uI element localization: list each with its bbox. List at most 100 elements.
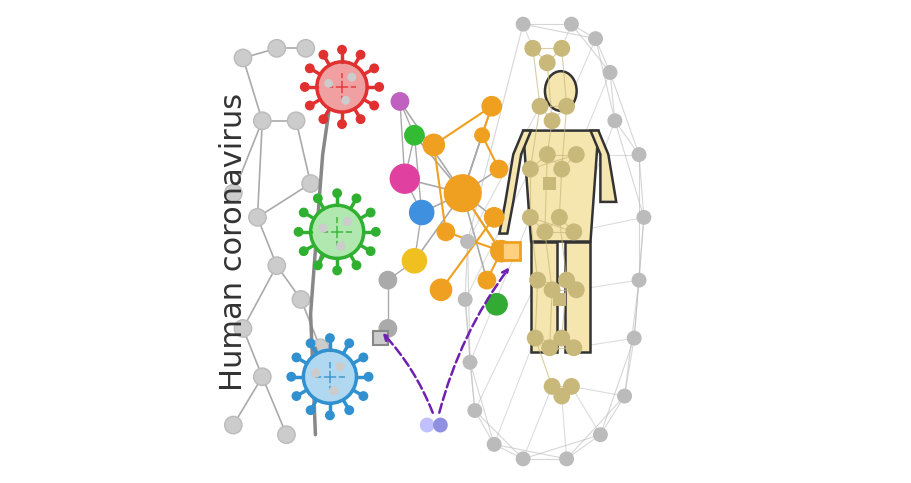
- Circle shape: [300, 247, 308, 256]
- Circle shape: [632, 148, 646, 161]
- Circle shape: [313, 194, 322, 202]
- Circle shape: [461, 235, 475, 248]
- FancyBboxPatch shape: [374, 331, 388, 345]
- Circle shape: [523, 161, 538, 177]
- Circle shape: [468, 404, 482, 417]
- Polygon shape: [523, 130, 599, 242]
- Circle shape: [525, 41, 540, 56]
- Circle shape: [253, 368, 271, 385]
- Polygon shape: [499, 130, 531, 234]
- Circle shape: [333, 189, 342, 198]
- Circle shape: [375, 83, 384, 91]
- Circle shape: [302, 175, 319, 192]
- Circle shape: [364, 372, 373, 381]
- Circle shape: [330, 387, 338, 395]
- Circle shape: [558, 272, 574, 288]
- Circle shape: [560, 452, 573, 466]
- Circle shape: [313, 261, 322, 270]
- Circle shape: [485, 208, 504, 227]
- Circle shape: [403, 249, 426, 273]
- Circle shape: [366, 247, 374, 256]
- Circle shape: [445, 175, 481, 212]
- Circle shape: [303, 350, 356, 403]
- Ellipse shape: [421, 418, 434, 432]
- Circle shape: [292, 392, 301, 400]
- Circle shape: [225, 416, 242, 434]
- Circle shape: [437, 223, 455, 241]
- Circle shape: [301, 83, 309, 91]
- Circle shape: [278, 426, 295, 443]
- Circle shape: [338, 45, 346, 54]
- Circle shape: [589, 32, 602, 45]
- Circle shape: [379, 271, 396, 289]
- Circle shape: [337, 242, 345, 250]
- Circle shape: [234, 320, 251, 337]
- Ellipse shape: [434, 418, 447, 432]
- Circle shape: [345, 339, 353, 347]
- Circle shape: [603, 66, 617, 79]
- Circle shape: [478, 271, 496, 289]
- Circle shape: [458, 293, 472, 306]
- Circle shape: [566, 340, 581, 355]
- Circle shape: [372, 227, 380, 236]
- Circle shape: [463, 355, 476, 369]
- Circle shape: [326, 334, 334, 342]
- Circle shape: [353, 261, 361, 270]
- Circle shape: [410, 200, 434, 225]
- Circle shape: [306, 406, 315, 414]
- Polygon shape: [565, 242, 590, 353]
- Circle shape: [338, 120, 346, 128]
- Circle shape: [527, 330, 543, 346]
- Circle shape: [234, 49, 251, 67]
- Circle shape: [539, 147, 555, 162]
- Circle shape: [253, 112, 271, 129]
- Circle shape: [391, 93, 409, 110]
- Circle shape: [390, 164, 419, 193]
- Circle shape: [491, 241, 512, 262]
- Circle shape: [311, 205, 363, 258]
- FancyBboxPatch shape: [553, 293, 566, 306]
- Circle shape: [482, 97, 501, 116]
- FancyBboxPatch shape: [543, 177, 557, 190]
- Circle shape: [423, 134, 445, 156]
- Circle shape: [552, 210, 567, 225]
- Circle shape: [594, 428, 607, 441]
- Circle shape: [558, 99, 574, 114]
- Circle shape: [326, 411, 334, 420]
- Circle shape: [490, 160, 507, 178]
- FancyBboxPatch shape: [502, 242, 520, 260]
- Circle shape: [336, 362, 344, 370]
- Circle shape: [312, 339, 329, 356]
- Circle shape: [345, 406, 353, 414]
- Circle shape: [542, 340, 558, 355]
- Circle shape: [523, 210, 538, 225]
- Circle shape: [342, 97, 349, 104]
- Circle shape: [356, 115, 364, 123]
- Circle shape: [487, 438, 501, 451]
- Circle shape: [359, 392, 368, 400]
- Polygon shape: [590, 130, 616, 202]
- Circle shape: [325, 80, 333, 87]
- Circle shape: [609, 114, 621, 128]
- Circle shape: [565, 17, 578, 31]
- Circle shape: [319, 51, 328, 59]
- Circle shape: [305, 64, 314, 72]
- Circle shape: [287, 112, 305, 129]
- Polygon shape: [531, 242, 557, 353]
- Circle shape: [333, 266, 342, 275]
- Circle shape: [359, 353, 368, 362]
- Circle shape: [287, 372, 295, 381]
- Ellipse shape: [545, 71, 577, 111]
- Circle shape: [356, 51, 364, 59]
- Circle shape: [475, 128, 489, 142]
- Circle shape: [568, 147, 584, 162]
- Circle shape: [353, 194, 361, 202]
- Circle shape: [554, 41, 569, 56]
- Circle shape: [366, 208, 374, 217]
- Circle shape: [430, 279, 452, 300]
- Circle shape: [297, 40, 314, 57]
- Circle shape: [404, 126, 425, 145]
- Text: Human coronavirus: Human coronavirus: [219, 92, 248, 391]
- Circle shape: [517, 17, 530, 31]
- Circle shape: [545, 113, 560, 128]
